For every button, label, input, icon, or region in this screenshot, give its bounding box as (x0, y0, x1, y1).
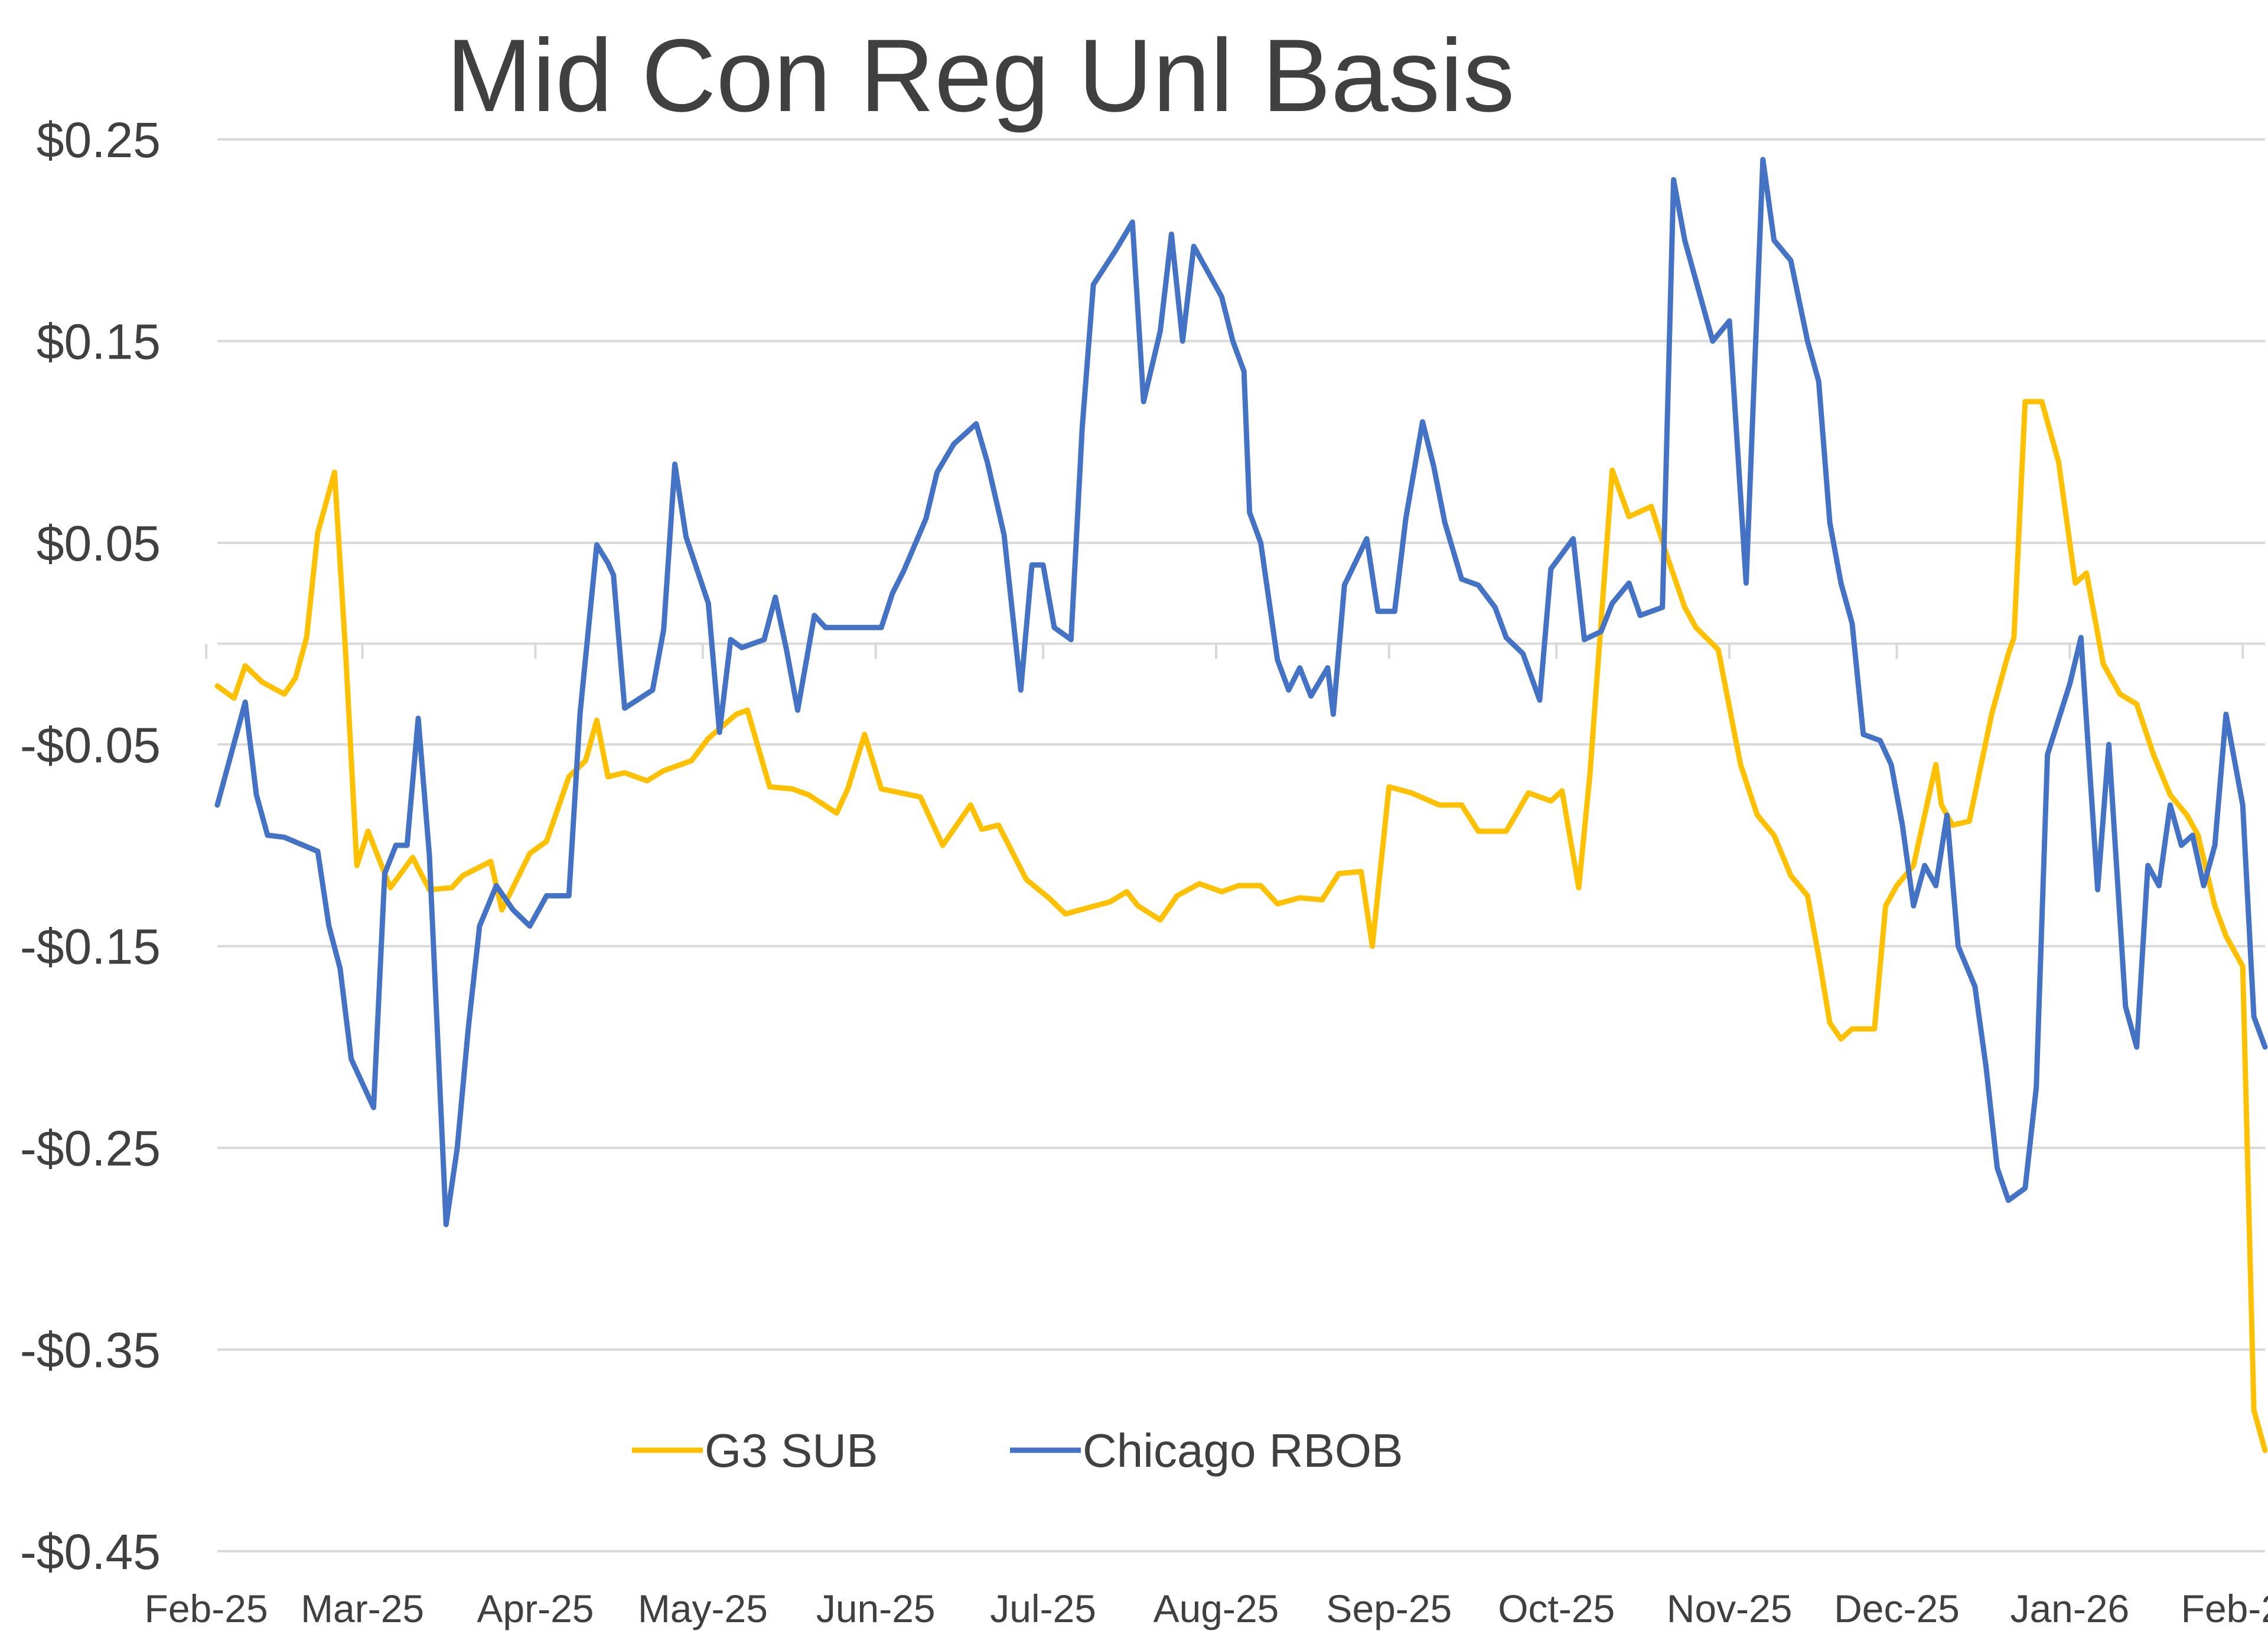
x-tick-label: Jul-25 (990, 1587, 1096, 1630)
x-tick-label: Feb-26 (2181, 1587, 2268, 1630)
y-tick-label: -$0.45 (20, 1524, 161, 1580)
x-tick-label: Sep-25 (1326, 1587, 1452, 1630)
y-tick-label: -$0.35 (20, 1323, 161, 1378)
series-line-chicago-rbob (214, 157, 2268, 1228)
y-tick-label: -$0.25 (20, 1121, 161, 1176)
legend-label-g3-sub: G3 SUB (705, 1424, 878, 1477)
y-tick-label: $0.25 (37, 112, 161, 168)
y-tick-label: $0.05 (37, 516, 161, 571)
x-tick-label: Dec-25 (1834, 1587, 1960, 1630)
y-tick-label: $0.15 (37, 314, 161, 369)
x-tick-label: Jun-25 (816, 1587, 936, 1630)
y-tick-label: -$0.05 (20, 717, 161, 773)
series-line-g3-sub (214, 399, 2268, 1453)
x-tick-label: Jan-26 (2010, 1587, 2129, 1630)
legend-label-chicago-rbob: Chicago RBOB (1083, 1424, 1403, 1477)
x-tick-label: Mar-25 (301, 1587, 424, 1630)
legend: G3 SUB Chicago RBOB (632, 1424, 1403, 1477)
chart-title: Mid Con Reg Unl Basis (446, 18, 1514, 134)
series-lines (214, 157, 2268, 1453)
gridlines (217, 138, 2265, 1552)
x-tick-label: Feb-25 (145, 1587, 268, 1630)
y-tick-label: -$0.15 (20, 919, 161, 975)
x-axis (205, 642, 2265, 659)
y-axis-labels: $0.25 $0.15 $0.05 -$0.05 -$0.15 -$0.25 -$0.35 -… (20, 112, 161, 1580)
x-tick-label: Apr-25 (477, 1587, 594, 1630)
x-axis-labels: Feb-25 Mar-25 Apr-25 May-25 Jun-25 Jul-25 Aug-… (145, 1587, 2268, 1630)
x-tick-label: Oct-25 (1498, 1587, 1615, 1630)
x-tick-label: Nov-25 (1667, 1587, 1793, 1630)
x-tick-label: Aug-25 (1153, 1587, 1279, 1630)
x-tick-label: May-25 (638, 1587, 768, 1630)
